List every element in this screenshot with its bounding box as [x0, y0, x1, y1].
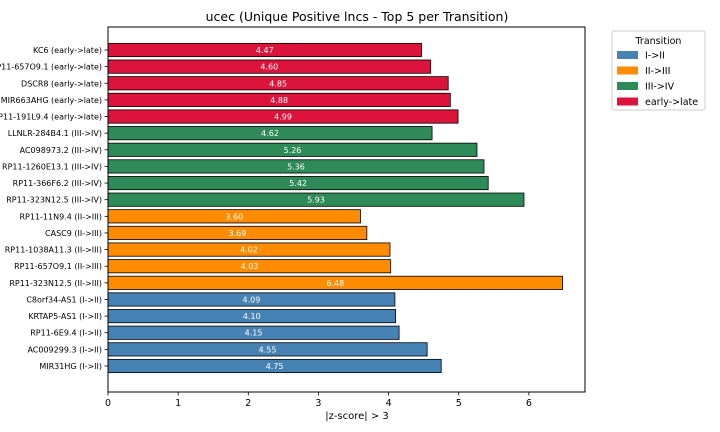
bar-value-label: 4.55: [259, 345, 277, 354]
x-tick-label: 3: [315, 398, 321, 409]
legend: Transition I->II II->III III->IV early->lat…: [611, 30, 706, 111]
y-tick-label: RP11-323N12.5 (III->IV): [6, 196, 102, 205]
y-tick-label: RP11-191L9.4 (early->late): [0, 113, 102, 122]
legend-entry-label: I->II: [645, 51, 665, 62]
bar-value-label: 4.85: [269, 79, 287, 88]
bars-group: 4.47 4.60 4.85 4.88 4.99 4.62 5.26 5.36 5.425.93…: [107, 42, 563, 374]
y-tick-label: LLNLR-284B4.1 (III->IV): [8, 129, 102, 138]
y-tick-label: KRTAP5-AS1 (I->II): [28, 312, 102, 321]
x-tick-label: 2: [245, 398, 251, 409]
bar-value-label: 4.60: [260, 63, 278, 72]
bar-value-label: 5.42: [289, 179, 307, 188]
legend-frame: [611, 30, 706, 111]
x-tick-label: 6: [526, 398, 532, 409]
bar-value-label: 5.26: [284, 146, 302, 155]
legend-swatch: [617, 51, 638, 59]
bar-value-label: 4.15: [245, 329, 263, 338]
y-tick-label: RP11-323N12.5 (II->III): [9, 279, 102, 288]
bar-value-label: 4.09: [243, 295, 261, 304]
y-tick-label: CASC9 (II->III): [45, 229, 102, 238]
bar-value-label: 6.48: [326, 279, 344, 288]
chart-title: ucec (Unique Positive lncs - Top 5 per T…: [206, 9, 509, 24]
x-axis-label: |z-score| > 3: [325, 411, 389, 422]
bar-value-label: 4.62: [261, 129, 279, 138]
bar-value-label: 3.60: [225, 212, 243, 221]
y-tick-label: RP11-657O9.1 (II->III): [14, 262, 102, 271]
y-tick-label: RP11-366F6.2 (III->IV): [13, 179, 102, 188]
bar-value-label: 4.47: [256, 46, 274, 55]
bar-value-label: 4.88: [270, 96, 288, 105]
y-tick-label: C8orf34-AS1 (I->II): [26, 295, 102, 304]
legend-entries: I->II II->III III->IV early->late: [617, 51, 698, 108]
legend-swatch: [617, 97, 638, 106]
y-tick-label: RP11-11N9.4 (II->III): [19, 212, 102, 221]
y-tick-label: KC6 (early->late): [33, 46, 102, 55]
y-tick-label: AC009299.3 (I->II): [27, 345, 102, 354]
bar-value-label: 4.03: [240, 262, 258, 271]
legend-entry-label: early->late: [645, 97, 698, 108]
y-tick-label: MIR31HG (I->II): [39, 362, 102, 371]
x-tick-label: 0: [105, 398, 111, 409]
y-tick-label: DSCR8 (early->late): [21, 79, 102, 88]
y-tick-label: RP11-657O9.1 (early->late): [0, 63, 102, 72]
legend-swatch: [617, 82, 638, 90]
bar-value-label: 5.93: [307, 196, 325, 205]
bar-value-label: 4.99: [274, 113, 292, 122]
y-axis-ticks: KC6 (early->late) RP11-657O9.1 (early->la…: [0, 46, 108, 371]
bar-value-label: 4.02: [240, 246, 258, 255]
bar-value-label: 3.69: [229, 229, 247, 238]
x-tick-label: 4: [386, 398, 392, 409]
x-axis-ticks: 0 1 2 3 4 5 6: [105, 392, 532, 409]
x-tick-label: 5: [456, 398, 462, 409]
y-tick-label: RP11-6E9.4 (I->II): [30, 329, 102, 338]
x-tick-label: 1: [175, 398, 181, 409]
legend-entry-label: II->III: [645, 66, 670, 77]
bar-value-label: 5.36: [287, 162, 305, 171]
bar-value-label: 4.75: [266, 362, 284, 371]
legend-swatch: [617, 66, 638, 75]
legend-title: Transition: [635, 36, 682, 47]
y-tick-label: AC098973.2 (III->IV): [20, 146, 102, 155]
plot-frame: [107, 26, 586, 393]
legend-entry-label: III->IV: [645, 82, 675, 93]
y-tick-label: MIR663AHG (early->late): [1, 96, 102, 105]
bar-value-label: 4.10: [243, 312, 261, 321]
y-tick-label: RP11-1038A11.3 (II->III): [5, 246, 102, 255]
y-tick-label: RP11-1260E13.1 (III->IV): [2, 162, 102, 171]
